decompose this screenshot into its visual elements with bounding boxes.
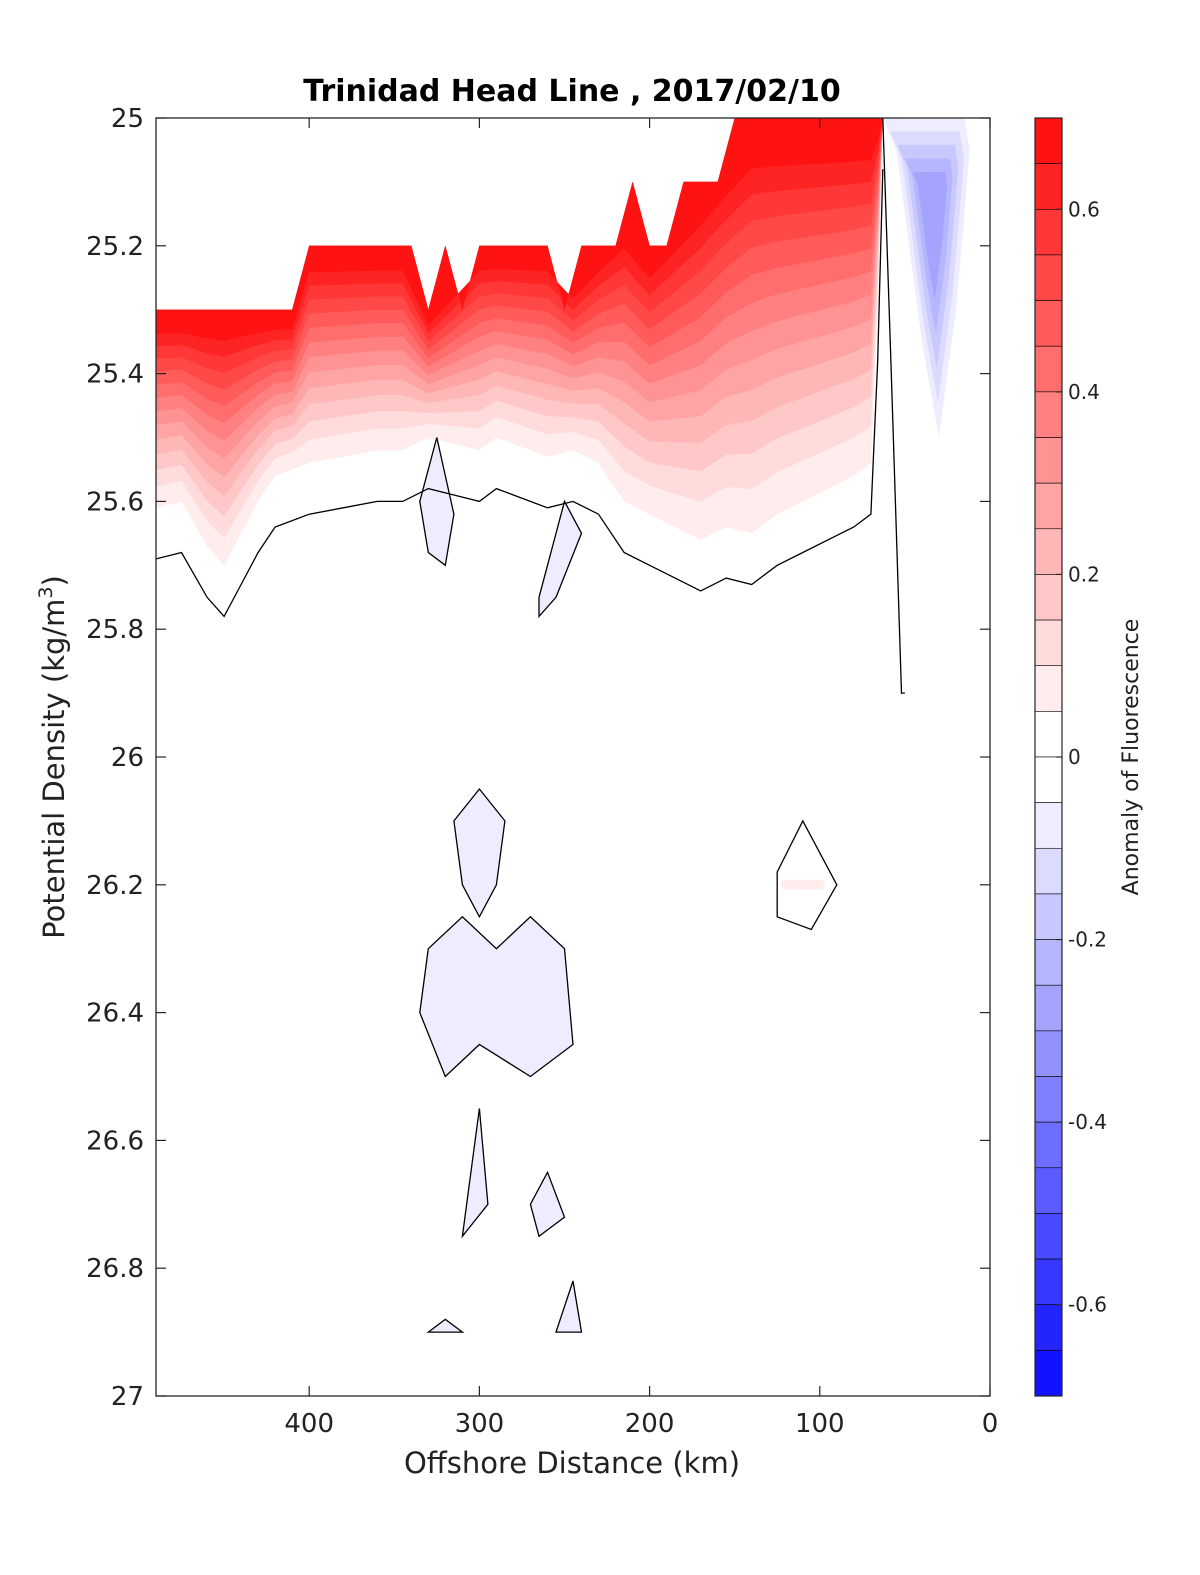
colorbar-segment — [1034, 984, 1063, 1032]
colorbar-segment — [1034, 254, 1063, 301]
colorbar-tick-label: 0.4 — [1068, 380, 1100, 404]
colorbar-tick-label: 0 — [1068, 745, 1081, 769]
colorbar-segment — [1034, 391, 1063, 438]
zero-contour — [419, 437, 455, 567]
negative-region — [539, 501, 582, 617]
y-tick-label: 25.4 — [86, 360, 144, 390]
colorbar-segment — [1034, 345, 1063, 393]
zero-contour — [419, 915, 574, 1078]
zero-contour — [538, 499, 583, 619]
plot-area — [156, 118, 990, 1396]
y-axis-label-close: ) — [37, 575, 71, 586]
x-tick-label: 400 — [284, 1409, 334, 1439]
colorbar-segment — [1034, 437, 1063, 484]
x-axis-label: Offshore Distance (km) — [404, 1446, 740, 1480]
colorbar-segment — [1034, 1258, 1063, 1306]
colorbar: 0.6 0.4 0.2 0 -0.2 -0.4 -0.6 — [1034, 117, 1107, 1397]
colorbar-segment — [1034, 847, 1063, 895]
y-axis-label-superscript: 3 — [35, 586, 57, 598]
colorbar-segment — [1034, 802, 1063, 849]
colorbar-segment — [1034, 208, 1063, 256]
x-axis: 400 300 200 100 0 — [284, 118, 998, 1439]
colorbar-segment — [1034, 300, 1063, 347]
y-tick-label: 26.2 — [86, 871, 144, 901]
y-tick-label: 26.8 — [86, 1254, 144, 1284]
colorbar-label: Anomaly of Fluorescence — [1119, 619, 1144, 896]
colorbar-segment — [1034, 1076, 1063, 1123]
colorbar-segment — [1034, 711, 1063, 758]
x-tick-label: 200 — [625, 1409, 675, 1439]
colorbar-segment — [1034, 665, 1063, 712]
y-tick-label: 26.6 — [86, 1126, 144, 1156]
zero-contour-lines — [156, 118, 905, 1333]
colorbar-segment — [1034, 1030, 1063, 1077]
colorbar-segment — [1034, 117, 1063, 164]
x-tick-label: 100 — [795, 1409, 845, 1439]
x-tick-label: 300 — [455, 1409, 505, 1439]
colorbar-tick-label: 0.2 — [1068, 562, 1100, 586]
zero-contour — [529, 1170, 566, 1238]
colorbar-segment — [1034, 1167, 1063, 1214]
negative-region — [530, 1172, 565, 1237]
colorbar-segment — [1034, 163, 1063, 210]
y-tick-label: 26.4 — [86, 999, 144, 1029]
positive-band-0.65 — [156, 118, 888, 341]
zero-contour — [156, 169, 884, 618]
colorbar-segment — [1034, 619, 1063, 667]
colorbar-segment — [1034, 1121, 1063, 1169]
zero-contour — [776, 819, 838, 931]
colorbar-segment — [1034, 1213, 1063, 1260]
colorbar-segment — [1034, 574, 1063, 621]
y-tick-label: 25 — [111, 104, 144, 134]
negative-region — [462, 1108, 488, 1237]
y-tick-label: 25.8 — [86, 615, 144, 645]
zero-contour — [426, 1318, 465, 1333]
colorbar-segment — [1034, 482, 1063, 530]
y-tick-label: 26 — [111, 743, 144, 773]
negative-region — [428, 1319, 463, 1333]
negative-region — [912, 172, 947, 300]
colorbar-segment — [1034, 756, 1063, 803]
zero-contour — [555, 1280, 583, 1333]
y-tick-label: 25.2 — [86, 232, 144, 262]
negative-region — [453, 789, 505, 917]
colorbar-segment — [1034, 1350, 1063, 1397]
chart-title: Trinidad Head Line , 2017/02/10 — [303, 74, 840, 109]
y-axis-label-main: Potential Density (kg/m — [37, 599, 71, 939]
y-axis-label: Potential Density (kg/m3) — [35, 575, 71, 939]
colorbar-segment — [1034, 939, 1063, 986]
zero-contour — [882, 118, 905, 694]
colorbar-segment — [1034, 1304, 1063, 1351]
colorbar-tick-label: -0.6 — [1068, 1293, 1107, 1317]
negative-region — [419, 916, 573, 1077]
y-tick-label: 25.6 — [86, 487, 144, 517]
colorbar-tick-label: 0.6 — [1068, 197, 1100, 221]
zero-contour — [461, 1108, 489, 1239]
zero-contour — [453, 787, 506, 919]
y-axis: 25 25.2 25.4 25.6 25.8 26 26.2 26.4 26.6 26.8 27 — [86, 104, 990, 1412]
colorbar-tick-label: -0.4 — [1068, 1110, 1107, 1134]
x-tick-label: 0 — [982, 1409, 999, 1439]
y-tick-label: 27 — [111, 1382, 144, 1412]
colorbar-tick-label: -0.2 — [1068, 928, 1107, 952]
colorbar-segment — [1034, 893, 1063, 940]
colorbar-segment — [1034, 528, 1063, 575]
